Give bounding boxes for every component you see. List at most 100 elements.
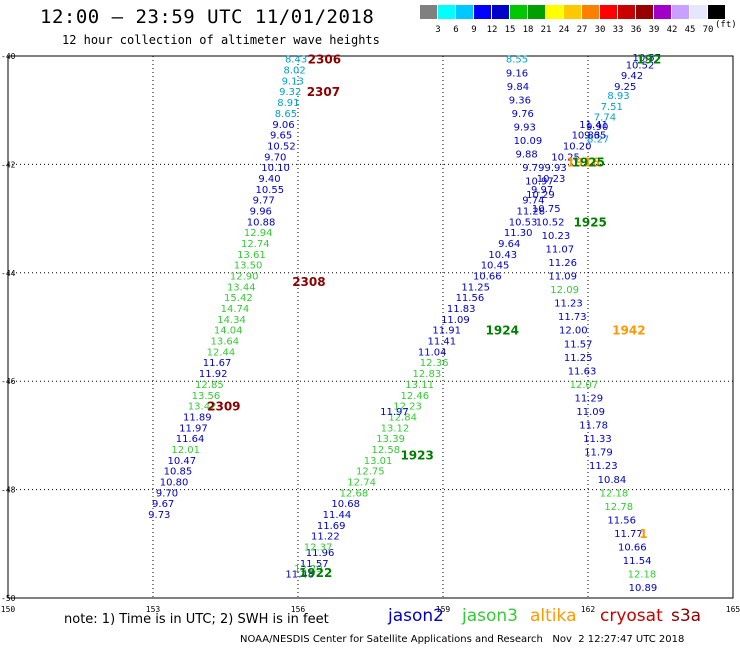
wave-height-value: 13.42 (188, 402, 217, 413)
color-swatch (528, 5, 545, 19)
wave-height-value: 12.68 (340, 488, 369, 499)
wave-height-value: 10.09 (514, 136, 543, 147)
wave-height-value: 10.43 (488, 250, 517, 261)
lat-tick-label: -40 (1, 52, 16, 61)
wave-height-value: 10.55 (255, 185, 284, 196)
wave-height-value: 11.57 (564, 339, 593, 350)
color-scale-label: 36 (630, 25, 642, 35)
wave-height-value: 13.12 (381, 423, 410, 434)
wave-height-value: 13.50 (234, 261, 263, 272)
color-swatch (636, 5, 653, 19)
wave-height-value: 9.88 (516, 150, 538, 161)
wave-height-value: 12.00 (559, 326, 588, 337)
wave-height-value: 10.66 (473, 272, 502, 283)
lon-tick-label: 159 (436, 605, 451, 614)
wave-height-value: 11.56 (456, 293, 485, 304)
wave-height-value: 12.36 (420, 358, 449, 369)
pass-number-label: 1922 (299, 566, 332, 580)
lat-tick-label: -48 (1, 486, 16, 495)
wave-height-value: 12.29 (294, 564, 323, 575)
wave-height-value: 8.55 (506, 55, 528, 66)
wave-height-value: 10.45 (481, 261, 510, 272)
wave-height-value: 11.41 (579, 120, 608, 131)
wave-height-value: 11.64 (176, 434, 205, 445)
wave-height-value: 11.07 (545, 244, 574, 255)
wave-height-value: 11.48 (285, 570, 314, 581)
color-swatch (456, 5, 473, 19)
color-scale-label: 6 (453, 25, 459, 35)
wave-height-value: 12.09 (550, 285, 579, 296)
color-swatch (690, 5, 707, 19)
wave-height-value: 8.93 (607, 91, 629, 102)
wave-height-value: 10.25 (551, 152, 580, 163)
wave-height-value: 10.23 (537, 174, 566, 185)
color-scale-label: 15 (504, 25, 516, 35)
wave-height-value: 13.01 (364, 456, 393, 467)
pass-number-label: 1924 (486, 324, 519, 338)
wave-height-value: 9.79 (522, 163, 544, 174)
wave-height-value: 10.23 (542, 231, 571, 242)
lat-tick-label: -44 (1, 269, 16, 278)
page-title: 12:00 — 23:59 UTC 11/01/2018 (40, 6, 375, 28)
wave-height-value: 9.73 (148, 510, 170, 521)
color-swatch (708, 5, 725, 19)
wave-height-value: 12.84 (388, 412, 417, 423)
color-scale-label: 9 (471, 25, 477, 35)
wave-height-value: 9.13 (282, 76, 304, 87)
wave-height-value: 11.33 (583, 434, 612, 445)
color-scale-label: 21 (540, 25, 552, 35)
wave-height-value: 11.28 (516, 206, 545, 217)
pass-number-label: 2309 (207, 400, 240, 414)
wave-height-value: 13.39 (376, 434, 405, 445)
wave-height-value: 12.46 (400, 391, 429, 402)
wave-height-value: 13.56 (192, 391, 221, 402)
wave-height-value: 11.44 (323, 510, 352, 521)
pass-number-label: 1942 (612, 324, 645, 338)
color-scale-label: 33 (612, 25, 624, 35)
wave-height-value: 11.23 (554, 299, 583, 310)
wave-height-value: 12.01 (171, 445, 200, 456)
wave-height-value: 9.67 (152, 499, 174, 510)
wave-height-value: 12.74 (347, 477, 376, 488)
color-scale-label: 39 (648, 25, 660, 35)
wave-height-value: 8.65 (275, 109, 297, 120)
wave-height-value: 11.63 (568, 366, 597, 377)
color-scale-label: 45 (684, 25, 696, 35)
wave-height-value: 12.23 (393, 402, 422, 413)
lon-tick-label: 162 (581, 605, 596, 614)
color-scale-label: 3 (435, 25, 441, 35)
lat-tick-label: -50 (1, 594, 16, 603)
color-swatch (510, 5, 527, 19)
wave-height-value: 13.64 (211, 337, 240, 348)
wave-height-value: 11.29 (574, 393, 603, 404)
wave-height-value: 10.47 (168, 456, 197, 467)
wave-height-value: 10.85 (164, 467, 193, 478)
wave-height-value: 8.02 (284, 66, 306, 77)
wave-height-value: 11.09 (548, 272, 577, 283)
wave-height-value: 11.97 (380, 407, 409, 418)
wave-height-value: 8.43 (285, 55, 307, 66)
wave-height-value: 9.40 (258, 174, 280, 185)
wave-height-value: 11.73 (558, 312, 587, 323)
wave-height-value: 9.93 (514, 122, 536, 133)
wave-height-value: 10.89 (629, 583, 658, 594)
wave-height-value: 11.97 (179, 423, 208, 434)
color-swatch (600, 5, 617, 19)
legend-cryosat: cryosat (600, 606, 663, 626)
wave-height-value: 12.58 (371, 445, 400, 456)
wave-height-value: 11.22 (311, 532, 340, 543)
wave-height-value: 9.06 (272, 120, 294, 131)
wave-height-value: 9.84 (507, 82, 529, 93)
legend-jason2: jason2 (388, 606, 444, 626)
wave-height-value: 7.74 (594, 113, 616, 124)
color-swatch (582, 5, 599, 19)
wave-height-value: 11.91 (432, 326, 461, 337)
pass-number-label: 1 (639, 527, 647, 541)
color-scale-label: 70 (702, 25, 714, 35)
wave-height-value: 11.04 (418, 347, 447, 358)
wave-height-value: 9.16 (506, 68, 528, 79)
wave-height-value: 9.36 (509, 95, 531, 106)
color-scale-label: 24 (558, 25, 570, 35)
wave-height-value: 10.10 (261, 163, 290, 174)
